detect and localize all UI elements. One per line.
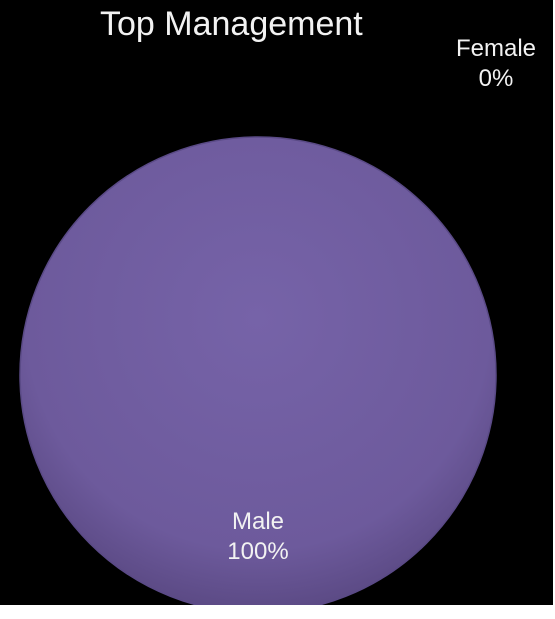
slice-label-female-name: Female [455, 35, 537, 62]
chart-title: Top Management [100, 5, 363, 43]
slice-label-male: Male 100% [200, 507, 316, 567]
chart-area: Top Management Female 0% Male 100% [0, 0, 553, 605]
slice-label-male-value: 100% [227, 538, 289, 565]
pie-chart [19, 136, 497, 605]
slice-label-female-value: 0% [478, 65, 514, 92]
slice-label-male-name: Male [231, 508, 285, 535]
slice-label-female: Female 0% [438, 34, 554, 94]
pie-slices [19, 136, 497, 605]
pie-slice-male [19, 136, 497, 605]
